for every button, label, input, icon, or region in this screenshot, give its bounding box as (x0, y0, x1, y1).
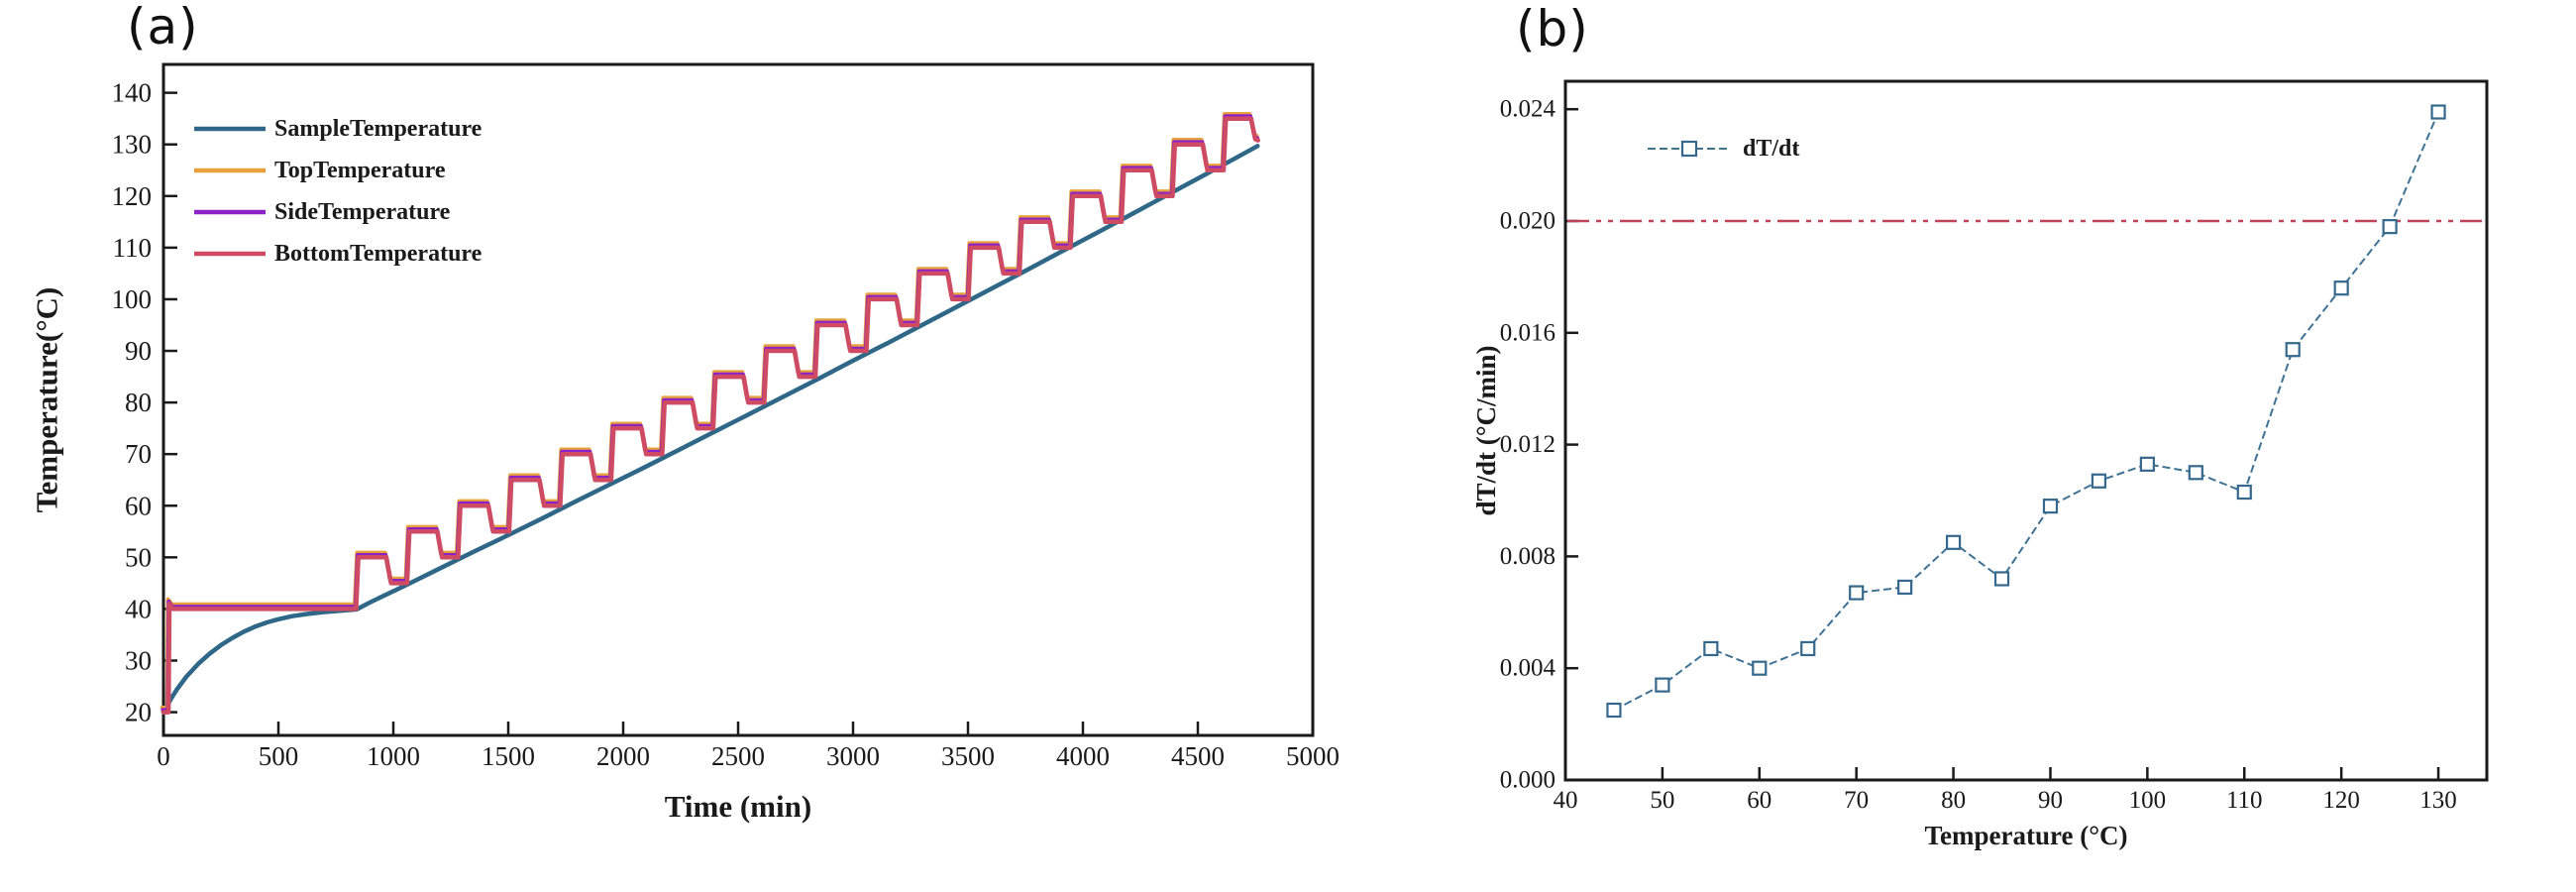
y-tick-label-a: 50 (125, 542, 152, 572)
x-tick-label-a: 2500 (711, 741, 765, 771)
y-tick-label-a: 80 (125, 388, 152, 417)
dtdt-marker (2188, 465, 2203, 481)
x-tick-label-b: 80 (1941, 787, 1966, 814)
x-tick-label-a: 4500 (1171, 741, 1225, 771)
y-tick-label-a: 30 (125, 645, 152, 675)
x-tick-label-a: 0 (157, 741, 170, 771)
y-tick-label-a: 110 (113, 233, 153, 263)
panel-label-a: (a) (127, 0, 199, 56)
y-tick-label-b: 0.024 (1500, 96, 1556, 123)
x-tick-label-b: 50 (1650, 787, 1674, 814)
x-tick-label-b: 100 (2129, 787, 2167, 814)
y-axis-title-a: Temperature(°C) (30, 287, 64, 513)
y-tick-label-a: 100 (112, 284, 153, 314)
y-tick-label-a: 70 (125, 439, 152, 469)
legend-label-toptemperature: TopTemperature (274, 158, 446, 183)
dtdt-marker (2139, 456, 2155, 472)
dtdt-marker (2285, 342, 2301, 358)
legend-label-bottomtemperature: BottomTemperature (274, 241, 483, 267)
x-tick-label-a: 3500 (941, 741, 995, 771)
x-axis-title-b: Temperature (°C) (1924, 821, 2127, 850)
x-tick-label-a: 1500 (482, 741, 535, 771)
x-tick-label-b: 110 (2226, 787, 2263, 814)
y-tick-label-a: 130 (112, 130, 153, 160)
legend-label-sampletemperature: SampleTemperature (274, 116, 483, 142)
plot-frame-a (161, 62, 1315, 737)
legend-marker-dtdt (1680, 140, 1698, 158)
x-tick-label-b: 120 (2322, 787, 2360, 814)
dtdt-marker (1752, 660, 1768, 676)
y-tick-label-a: 20 (125, 698, 152, 727)
y-tick-label-a: 120 (112, 181, 153, 211)
y-tick-label-b: 0.016 (1500, 319, 1556, 346)
dtdt-marker (2333, 280, 2349, 296)
dtdt-marker (2236, 484, 2252, 501)
series-dtdt-line (1613, 111, 2440, 712)
y-tick-label-a: 60 (125, 491, 152, 520)
dtdt-marker (1849, 585, 1865, 601)
x-tick-label-a: 4000 (1056, 741, 1110, 771)
x-tick-label-b: 130 (2419, 787, 2457, 814)
x-tick-label-a: 5000 (1286, 741, 1340, 771)
y-tick-label-b: 0.004 (1500, 655, 1556, 682)
dtdt-marker (2382, 219, 2398, 235)
plot-frame-b (1563, 79, 2489, 782)
dtdt-marker (2430, 104, 2446, 120)
legend-label-sidetemperature: SideTemperature (274, 199, 451, 225)
y-tick-label-b: 0.012 (1500, 431, 1556, 458)
dtdt-marker (1655, 677, 1670, 693)
y-tick-label-a: 40 (125, 594, 152, 623)
y-tick-label-a: 90 (125, 336, 152, 366)
x-tick-label-b: 40 (1554, 787, 1578, 814)
x-axis-title-a: Time (min) (665, 789, 811, 824)
y-tick-label-b: 0.008 (1500, 543, 1556, 570)
x-tick-label-b: 60 (1747, 787, 1771, 814)
dtdt-marker (2042, 499, 2059, 514)
dtdt-marker (2091, 473, 2107, 489)
dtdt-marker (1945, 534, 1962, 550)
dtdt-marker (1800, 640, 1816, 657)
x-tick-label-b: 90 (2038, 787, 2063, 814)
x-tick-label-a: 2000 (596, 741, 650, 771)
panel-label-b: (b) (1516, 0, 1589, 57)
y-tick-label-b: 0.000 (1500, 767, 1556, 794)
dtdt-marker (1703, 640, 1719, 657)
y-tick-label-a: 140 (112, 78, 153, 108)
x-tick-label-b: 70 (1844, 787, 1869, 814)
series-bottomtemperature (161, 116, 1261, 715)
dtdt-marker (1606, 702, 1622, 719)
x-tick-label-a: 1000 (367, 741, 420, 771)
x-tick-label-a: 3000 (826, 741, 880, 771)
y-tick-label-b: 0.020 (1500, 208, 1556, 235)
dtdt-marker (1897, 579, 1913, 596)
y-axis-title-b: dT/dt (°C/min) (1471, 345, 1501, 515)
x-tick-label-a: 500 (259, 741, 299, 771)
legend-label-dtdt: dT/dt (1743, 136, 1799, 162)
dtdt-marker (1993, 571, 2010, 587)
